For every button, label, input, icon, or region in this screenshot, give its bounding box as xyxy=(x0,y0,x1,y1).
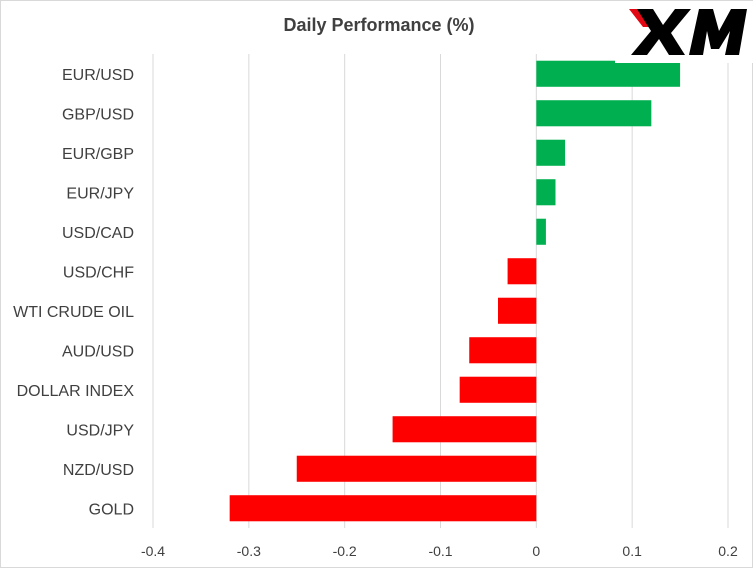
x-tick-label: -0.1 xyxy=(428,543,452,559)
category-label: EUR/USD xyxy=(62,67,134,84)
bar xyxy=(507,258,537,285)
category-label: DOLLAR INDEX xyxy=(17,383,135,400)
bar xyxy=(536,179,556,206)
logo-m-letter xyxy=(689,9,747,55)
category-label: GBP/USD xyxy=(62,106,134,123)
bar xyxy=(536,139,566,166)
bars xyxy=(229,60,681,522)
x-tick-label: 0.2 xyxy=(718,543,738,559)
category-label: WTI CRUDE OIL xyxy=(13,304,134,321)
category-label: EUR/JPY xyxy=(66,185,134,202)
category-label: EUR/GBP xyxy=(62,146,134,163)
bar xyxy=(536,100,652,127)
category-labels: EUR/USD GBP/USD EUR/GBP EUR/JPY USD/CAD USD/C… xyxy=(13,67,134,519)
bar xyxy=(469,337,537,364)
x-tick-label: 0.1 xyxy=(622,543,642,559)
x-tick-label: -0.4 xyxy=(141,543,165,559)
bar xyxy=(498,297,537,324)
bar xyxy=(296,455,537,482)
category-label: USD/CHF xyxy=(63,264,134,281)
chart-title: Daily Performance (%) xyxy=(283,15,474,35)
category-label: NZD/USD xyxy=(63,462,134,479)
x-tick-label: -0.2 xyxy=(333,543,357,559)
category-label: USD/JPY xyxy=(66,422,134,439)
category-label: AUD/USD xyxy=(62,343,134,360)
x-axis-tick-labels: -0.4 -0.3 -0.2 -0.1 0 0.1 0.2 xyxy=(141,543,738,559)
bar xyxy=(392,416,537,443)
category-label: GOLD xyxy=(89,501,134,518)
category-label: USD/CAD xyxy=(62,225,134,242)
bar xyxy=(459,376,537,403)
bar xyxy=(536,60,681,87)
x-tick-label: 0 xyxy=(532,543,540,559)
logo-x-letter xyxy=(631,9,691,55)
bar xyxy=(229,495,537,522)
xm-logo xyxy=(615,1,753,63)
gridlines xyxy=(152,54,729,528)
xm-logo-mark xyxy=(629,9,747,55)
bar xyxy=(536,218,546,245)
x-tick-label: -0.3 xyxy=(237,543,261,559)
